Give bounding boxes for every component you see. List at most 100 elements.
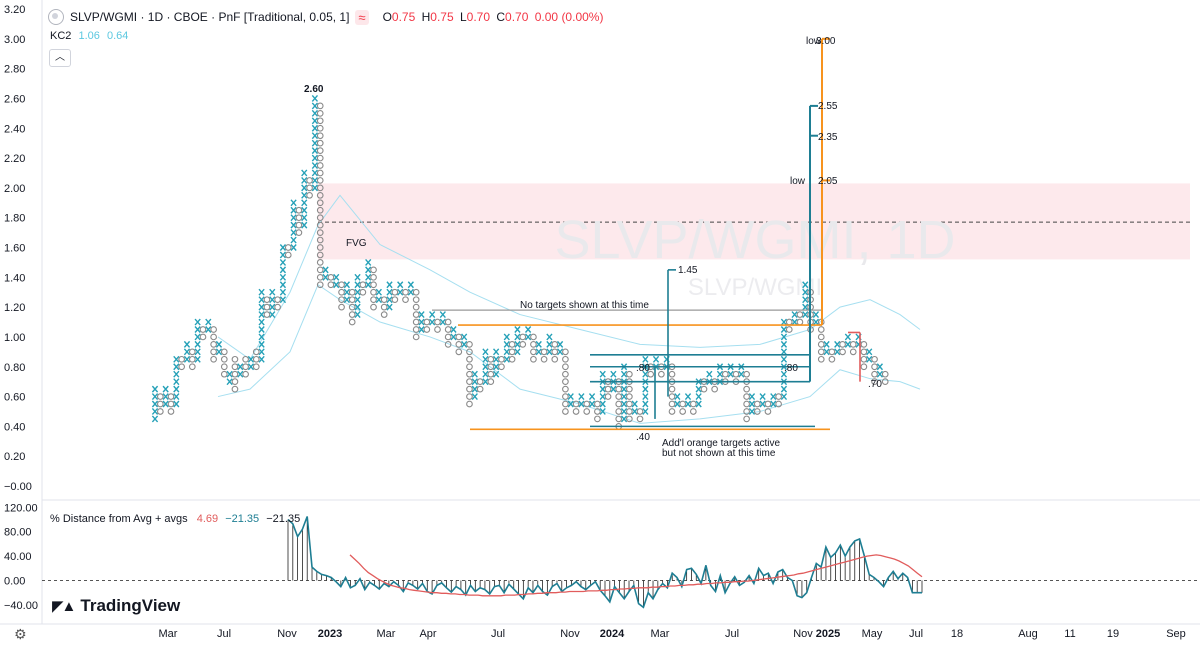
lower-pane-legend[interactable]: % Distance from Avg + avgs 4.69 −21.35 −… [50,513,300,525]
price-axis[interactable]: 3.20 3.00 2.80 2.60 2.40 2.20 2.00 1.80 1.60 1.40… [4,4,32,493]
pnf-o-box [220,355,228,363]
y-tick-label: 3.00 [4,34,25,46]
pnf-x-box [418,326,425,333]
pnf-x-box [301,221,308,229]
pnf-x-box [386,288,393,296]
collapse-legend-button[interactable]: ︿ [49,49,71,67]
pnf-x-box [748,408,756,415]
pnf-o-box [370,273,377,281]
pnf-x-box [450,326,457,333]
pnf-o-box [306,191,313,199]
pnf-o-box [562,400,569,408]
annotation-label: Add'l orange targets active [662,438,781,449]
pnf-o-box [380,296,388,304]
y-tick-label: 2.20 [4,153,25,165]
y-tick-label: 0.20 [4,451,25,463]
pnf-x-box [482,355,489,363]
pnf-x-box [290,229,297,237]
tradingview-logo[interactable]: ◤▲ TradingView [52,596,180,616]
pnf-x-box [482,348,489,356]
pnf-o-box [231,370,239,378]
pnf-x-box [183,348,191,356]
ohlc-low-key: L [459,10,467,24]
lower-pane-axis[interactable]: 120.00 80.00 40.00 0.00 −40.00 [4,502,38,612]
settings-icon[interactable]: ⚙ [14,626,27,642]
kc-legend[interactable]: KC2 1.06 0.64 [50,30,132,42]
pnf-x-box [258,348,265,356]
pnf-x-box [205,318,212,326]
pnf-o-box [348,311,356,318]
pnf-x-box [343,288,351,296]
pnf-o-box [689,408,697,415]
pnf-x-box [716,370,724,378]
pnf-x-box [386,303,393,311]
pnf-o-box [210,333,217,341]
pnf-x-box [375,296,382,304]
pnf-x-box [301,184,308,192]
pnf-x-box [311,124,319,132]
pnf-x-box [194,318,201,326]
pnf-x-box [503,340,510,348]
symbol-title[interactable]: SLVP/WGMI · 1D · CBOE · PnF [Traditional… [70,10,350,24]
annotation-label: low [806,36,822,47]
pnf-x-box [620,415,628,423]
pnf-o-box [167,400,175,408]
pnf-o-box [817,355,825,363]
pnf-x-box [301,206,308,214]
pnf-o-box [508,348,516,356]
symbol-legend[interactable]: SLVP/WGMI · 1D · CBOE · PnF [Traditional… [48,9,606,25]
y-tick-label: 0.40 [4,421,25,433]
pnf-x-box [365,258,372,266]
annotation-label: 2.55 [818,101,838,112]
pnf-o-box [348,296,356,304]
ohlc-open-key: O [382,10,392,24]
pnf-o-box [775,393,782,400]
pnf-x-box [610,385,617,393]
pnf-x-box [301,169,308,177]
pnf-x-box [279,244,287,251]
kc-name[interactable]: KC2 [50,30,72,42]
pnf-o-box [348,303,356,311]
pnf-o-box [700,385,708,393]
pnf-x-box [322,266,329,274]
pnf-x-box [620,393,628,401]
pnf-x-box [183,355,191,363]
y-tick-label: 3.20 [4,4,25,16]
lower-pane-title[interactable]: % Distance from Avg + avgs [50,513,188,525]
pnf-x-box [429,318,436,326]
pnf-x-box [780,370,788,378]
pnf-x-box [397,288,404,296]
pnf-o-box [274,296,281,304]
pnf-x-box [269,296,276,304]
pnf-o-box [839,341,846,348]
x-tick-label: Nov [277,628,297,640]
annotation-label: 2.05 [818,176,838,187]
pnf-x-box [535,348,542,356]
time-axis[interactable]: Mar Jul Nov 2023 Mar Apr Jul Nov 2024 Mar Jul Nov 20… [159,628,1186,640]
pnf-o-box [743,408,750,415]
pnf-x-box [556,348,564,356]
compare-wave-icon[interactable]: ≈ [355,9,369,25]
pnf-x-box [770,393,777,401]
pnf-o-box [562,370,569,378]
pnf-o-box [370,288,377,296]
pnf-o-box [743,400,750,408]
pnf-o-box [626,370,633,378]
pnf-x-box [503,333,510,341]
pnf-x-box [173,378,180,386]
pnf-x-box [311,154,319,162]
pnf-x-box [354,303,361,311]
pnf-x-box [492,355,500,363]
y-tick-label: −0.00 [4,481,32,493]
annotation-label: 1.45 [678,265,698,276]
pnf-x-box [791,318,798,326]
y-tick-label: 1.60 [4,243,25,255]
lower-pane-plot[interactable] [42,516,1200,609]
distance-series-line [287,516,922,609]
pnf-o-box [817,348,825,356]
pnf-x-box [450,333,457,341]
pnf-x-box [759,393,766,401]
pnf-o-box [434,318,441,326]
lower-pane-value-2: −21.35 [225,513,260,525]
